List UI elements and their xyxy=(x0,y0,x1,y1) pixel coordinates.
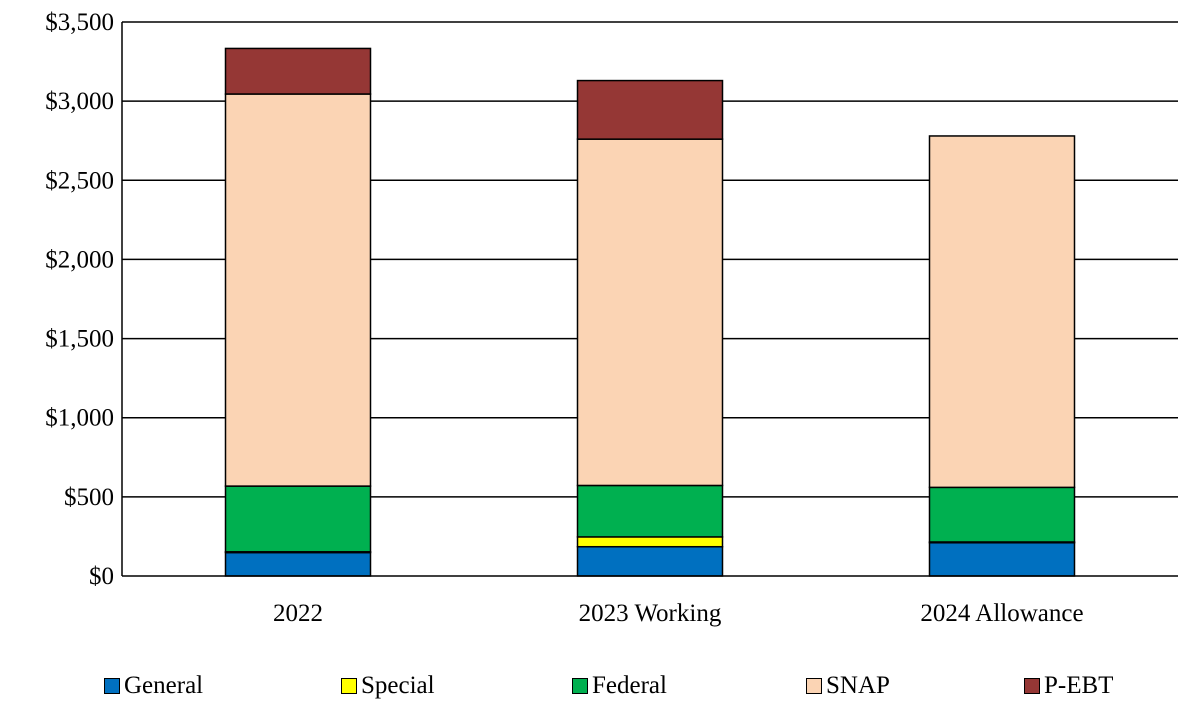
legend-item: General xyxy=(104,668,203,704)
legend-item: Special xyxy=(341,668,435,704)
y-tick-label: $3,500 xyxy=(45,9,114,36)
y-tick-labels: $0 $500 $1,000 $1,500 $2,000 $2,500 $3,000 $3,5… xyxy=(45,9,114,590)
legend-label: P-EBT xyxy=(1044,672,1114,699)
bar-segment xyxy=(576,484,724,538)
legend-item: P-EBT xyxy=(1024,668,1113,704)
x-tick-label: 2022 xyxy=(273,600,323,627)
legend-item: SNAP xyxy=(806,668,890,704)
y-tick-label: $500 xyxy=(64,484,114,511)
bar-segment xyxy=(224,485,372,553)
legend-item: Federal xyxy=(572,668,667,704)
y-tick-label: $2,000 xyxy=(45,246,114,273)
bar-segment xyxy=(928,486,1076,543)
x-tick-label: 2024 Allowance xyxy=(920,600,1083,627)
legend-label: SNAP xyxy=(826,672,890,699)
legend-swatch xyxy=(806,678,822,694)
stacked-bar-chart: $0 $500 $1,000 $1,500 $2,000 $2,500 $3,000 $3,5… xyxy=(45,9,1178,627)
bar-segment xyxy=(576,545,724,577)
y-tick-label: $3,000 xyxy=(45,88,114,115)
y-tick-label: $0 xyxy=(89,563,114,590)
x-tick-label: 2023 Working xyxy=(579,600,722,627)
bar-segment xyxy=(928,135,1076,489)
bar-segment xyxy=(576,536,724,548)
legend-swatch xyxy=(572,678,588,694)
y-tick-label: $2,500 xyxy=(45,167,114,194)
x-tick-labels: 2022 2023 Working 2024 Allowance xyxy=(273,600,1084,627)
bars xyxy=(224,47,1076,577)
legend-swatch xyxy=(104,678,120,694)
legend-label: Federal xyxy=(592,672,667,699)
legend-label: General xyxy=(124,672,204,699)
bar-segment xyxy=(576,138,724,487)
legend-swatch xyxy=(341,678,357,694)
legend-label: Special xyxy=(361,672,435,699)
bar-segment xyxy=(224,47,372,95)
bar-segment xyxy=(576,79,724,140)
bar-segment xyxy=(224,551,372,577)
legend: General Special Federal SNAP P-EBT xyxy=(0,668,1202,704)
bar-segment xyxy=(928,542,1076,577)
bar-segment xyxy=(224,93,372,487)
y-tick-label: $1,000 xyxy=(45,405,114,432)
y-tick-label: $1,500 xyxy=(45,326,114,353)
legend-swatch xyxy=(1024,678,1040,694)
